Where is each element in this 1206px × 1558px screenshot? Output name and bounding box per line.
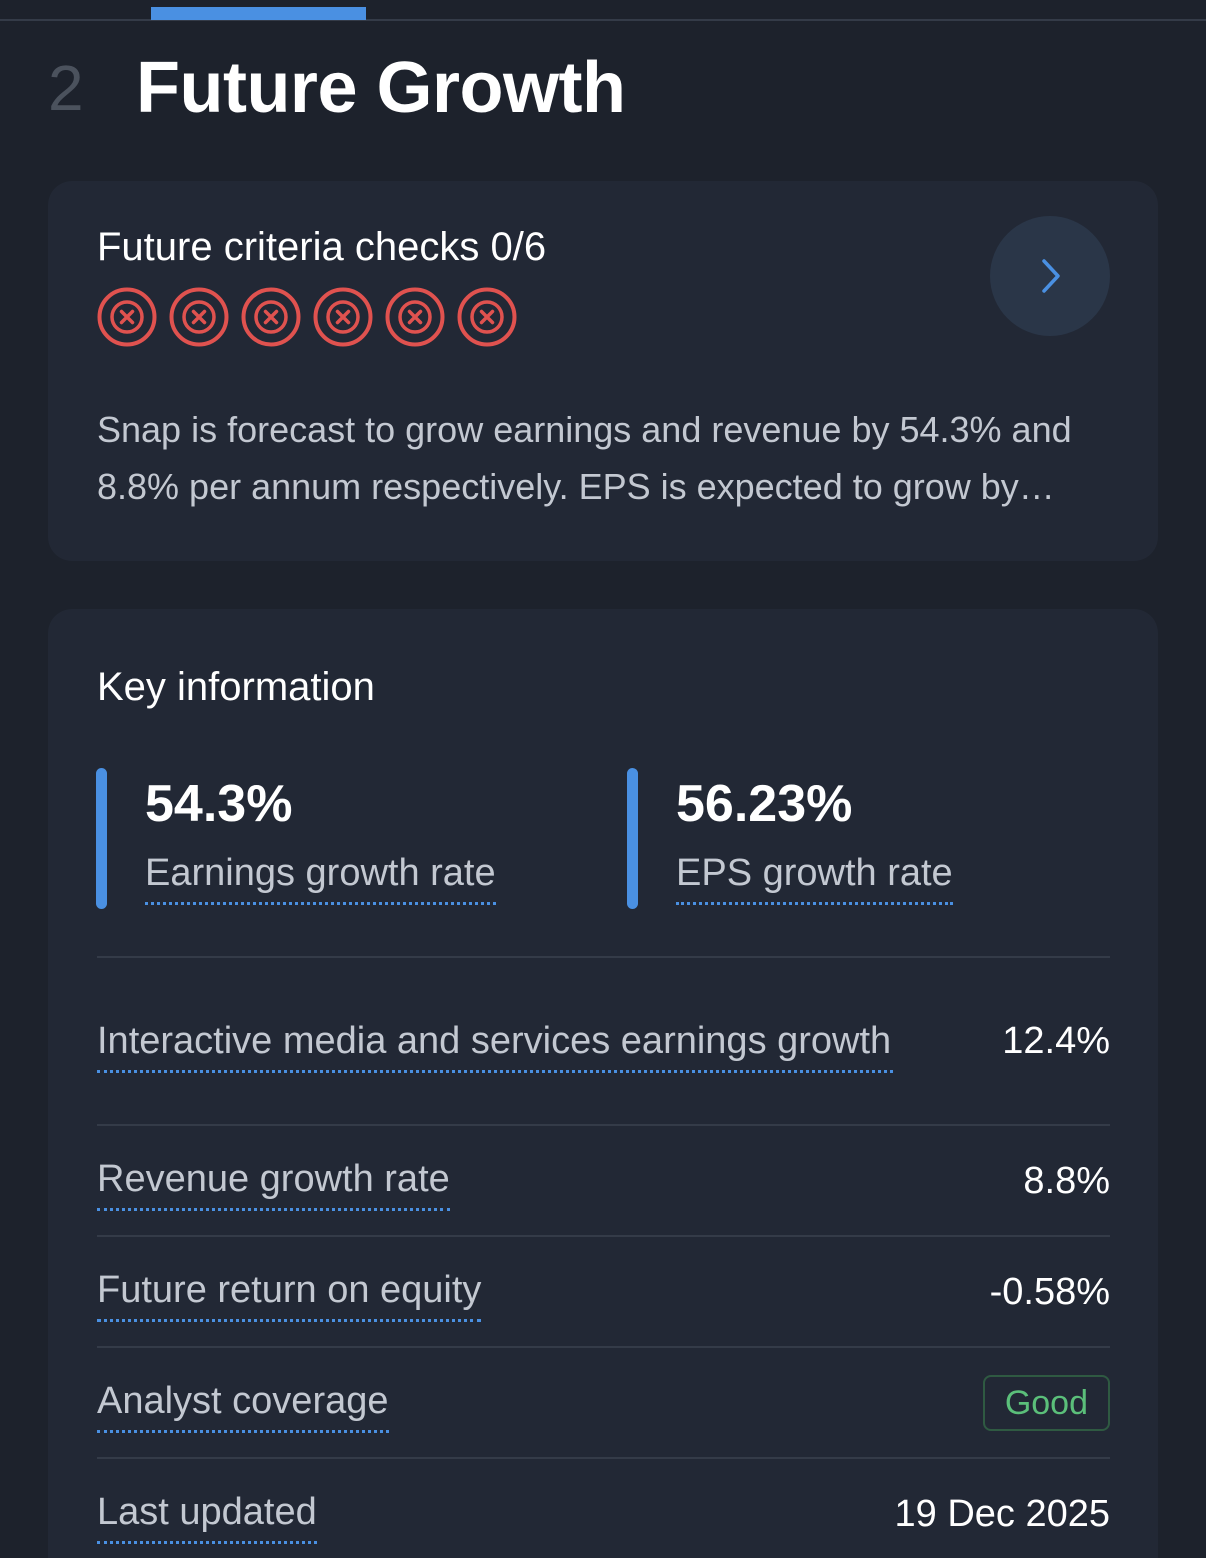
stat-label-tooltip[interactable]: EPS growth rate: [676, 852, 953, 905]
failed-check-icon: [385, 287, 445, 347]
criteria-checks-row: [97, 287, 517, 347]
stat-value: 54.3%: [145, 775, 293, 833]
failed-check-icon: [313, 287, 373, 347]
stat-label-tooltip[interactable]: Earnings growth rate: [145, 852, 496, 905]
last-updated-value: 19 Dec 2025: [894, 1492, 1111, 1535]
failed-check-icon: [457, 287, 517, 347]
industry-earnings-growth-value: 12.4%: [1002, 1020, 1110, 1062]
failed-check-icon: [169, 287, 229, 347]
section-title: Future Growth: [136, 48, 626, 128]
key-information-list: Interactive media and services earnings …: [97, 956, 1110, 1558]
key-information-title: Key information: [97, 665, 375, 709]
section-header: 2 Future Growth: [48, 48, 626, 128]
last-updated-label[interactable]: Last updated: [97, 1484, 317, 1544]
stat-accent-bar: [627, 768, 638, 909]
failed-check-icon: [241, 287, 301, 347]
stat-accent-bar: [96, 768, 107, 909]
chevron-right-icon: [1042, 259, 1060, 293]
criteria-details-button[interactable]: [990, 216, 1110, 336]
kv-row: Revenue growth rate 8.8%: [97, 1124, 1110, 1235]
criteria-summary-text: Snap is forecast to grow earnings and re…: [97, 409, 1072, 507]
criteria-checks-card[interactable]: Future criteria checks 0/6: [48, 181, 1158, 561]
stat-value: 56.23%: [676, 775, 853, 833]
kv-row: Last updated 19 Dec 2025: [97, 1457, 1110, 1558]
analyst-coverage-badge: Good: [982, 1374, 1110, 1431]
top-divider: [0, 19, 1206, 21]
key-information-card: Key information 54.3% Earnings growth ra…: [48, 609, 1158, 1558]
future-roe-value: -0.58%: [989, 1270, 1110, 1313]
revenue-growth-value: 8.8%: [1023, 1159, 1110, 1202]
section-number: 2: [48, 52, 84, 124]
kv-row: Future return on equity -0.58%: [97, 1235, 1110, 1346]
future-roe-label[interactable]: Future return on equity: [97, 1262, 482, 1322]
failed-check-icon: [97, 287, 157, 347]
criteria-checks-title: Future criteria checks 0/6: [97, 225, 547, 269]
analyst-coverage-label[interactable]: Analyst coverage: [97, 1373, 389, 1433]
kv-row: Analyst coverage Good: [97, 1346, 1110, 1457]
industry-earnings-growth-label[interactable]: Interactive media and services earnings …: [97, 1013, 893, 1073]
kv-row: Interactive media and services earnings …: [97, 956, 1110, 1124]
revenue-growth-label[interactable]: Revenue growth rate: [97, 1151, 450, 1211]
active-tab-indicator: [151, 7, 366, 20]
